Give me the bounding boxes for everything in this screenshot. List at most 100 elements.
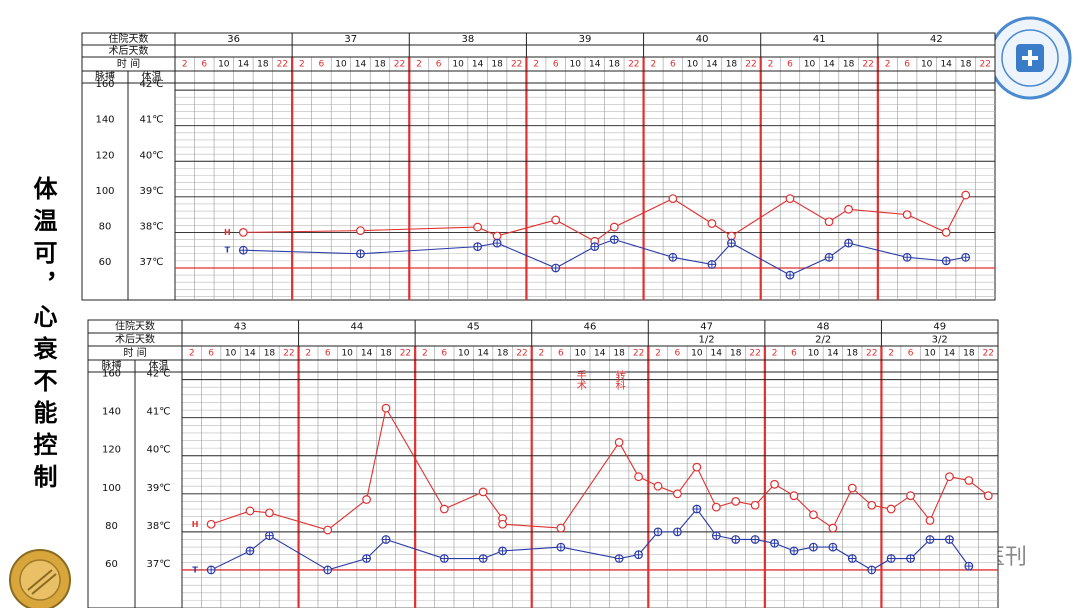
point-marker [828,523,838,533]
time-label: 18 [374,60,386,70]
data-point [356,226,365,236]
point-marker [906,491,915,501]
data-point [711,531,721,541]
series-name: H [224,228,231,237]
row-header: 时 间 [117,57,140,70]
point-marker [668,194,678,204]
point-cross [323,566,332,574]
time-label: 14 [361,349,373,359]
data-point [556,523,566,533]
time-label: 14 [711,349,723,359]
time-label: 2 [182,60,188,70]
data-point [770,479,779,489]
time-label: 2 [655,349,661,359]
data-point [245,506,255,516]
time-label: 6 [558,349,564,359]
time-label: 14 [589,60,601,70]
annotation: 转科 [613,369,625,391]
point-cross [809,543,818,551]
point-cross [246,547,254,555]
point-cross [610,235,619,244]
point-cross [848,554,857,563]
time-label: 6 [675,349,681,359]
time-label: 18 [847,349,859,359]
axis-header: 脉搏 [95,70,115,83]
time-label: 18 [960,60,972,70]
time-label: 18 [491,60,503,70]
hospital-day: 49 [933,322,946,333]
data-point [906,554,915,563]
data-point [961,252,971,262]
y2-tick-label: 38℃ [140,221,164,232]
point-marker [867,500,877,510]
point-marker [727,231,736,241]
time-label: 10 [335,60,347,70]
point-marker [692,462,702,472]
time-label: 2 [772,349,778,359]
point-cross [669,253,677,262]
hospital-day: 36 [227,34,240,45]
point-cross [887,554,895,563]
time-label: 22 [633,349,644,359]
data-point [551,263,561,273]
time-label: 2 [416,60,422,70]
point-marker [964,476,974,485]
data-point [556,542,566,552]
time-label: 2 [539,349,545,359]
data-point [785,194,795,204]
time-label: 22 [283,349,294,359]
point-marker [238,228,248,237]
data-point [473,222,483,232]
time-label: 18 [380,349,392,359]
time-label: 6 [904,60,910,70]
point-cross [207,566,215,574]
time-label: 18 [257,60,269,70]
time-label: 2 [299,60,305,70]
point-cross [727,239,736,247]
data-point [206,519,216,529]
point-cross [590,242,599,251]
data-point [473,242,483,252]
y-tick-label: 120 [95,150,114,161]
data-point [867,500,877,510]
data-point [886,554,896,563]
point-cross [551,264,560,272]
data-point [673,527,682,537]
time-label: 6 [325,349,331,359]
time-label: 10 [225,349,237,359]
time-label: 22 [749,349,760,359]
point-marker [323,525,333,535]
series-name: T [192,565,198,574]
time-label: 2 [305,349,311,359]
time-label: 14 [706,60,718,70]
time-label: 6 [553,60,559,70]
time-label: 14 [944,349,956,359]
time-label: 14 [823,60,835,70]
point-marker [711,502,721,512]
data-point [206,565,216,575]
time-label: 10 [218,60,230,70]
point-cross [362,554,371,563]
time-label: 10 [924,349,936,359]
data-point [381,535,391,544]
time-label: 22 [866,349,877,359]
y-tick-label: 120 [102,445,121,456]
point-cross [479,554,487,563]
data-point [731,535,741,544]
y2-tick-label: 41℃ [140,115,164,126]
side-caption: 体温可，心衰不能控制 [29,176,57,496]
data-point [381,403,391,413]
data-point [238,245,248,255]
point-cross [615,554,623,563]
point-marker [941,228,951,237]
series-name: H [192,520,199,529]
data-point [634,472,643,482]
data-point [439,554,449,563]
point-cross [557,543,565,551]
data-point [492,238,502,248]
time-label: 10 [687,60,699,70]
data-point [809,510,818,520]
